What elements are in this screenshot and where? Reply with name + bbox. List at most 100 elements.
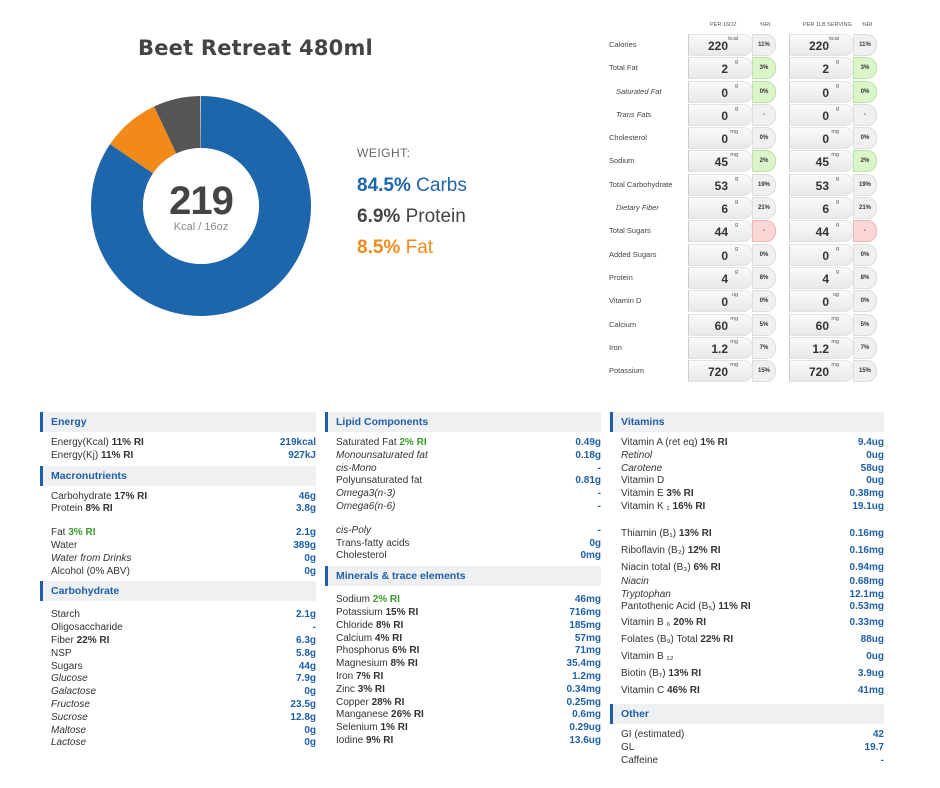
nutrient-amount: -: [597, 524, 601, 536]
nutrient-amount: 185mg: [569, 619, 601, 631]
nutrient-name: Tryptophan: [621, 589, 671, 600]
nutrient-amount: 0.49g: [575, 437, 601, 448]
nutrient-name: Thiamin (B₁) 13% RI: [621, 528, 712, 539]
ri-percent: 12% RI: [687, 544, 721, 556]
nutrient-name-text: Fructose: [51, 698, 90, 710]
ri-percent: 8% RI: [85, 503, 113, 515]
nutrient-value: 4: [721, 271, 728, 286]
nutrient-amount: -: [597, 500, 601, 512]
donut-hole: [143, 148, 259, 264]
nutrient-row: Fiber 22% RI 6.3g: [51, 635, 316, 648]
nutrient-name: cis-Mono: [336, 463, 377, 474]
nutrient-name-text: Sucrose: [51, 711, 88, 723]
legend-carbs: 84.5% Carbs: [357, 170, 467, 201]
nutrition-row: Total Carbohydrate 53 g 19% 53 g 19%: [606, 172, 906, 196]
nutrient-row: Carotene 58ug: [621, 463, 884, 476]
nutrient-unit: mg: [831, 338, 839, 345]
nutrient-name-text: Maltose: [51, 724, 87, 736]
nutrient-amount: 5.8g: [295, 647, 316, 659]
nutrient-name-text: GL: [621, 741, 635, 753]
nutrient-unit: mg: [730, 129, 738, 136]
nutrient-amount: 927kJ: [288, 449, 316, 461]
ri-percent: 16% RI: [672, 500, 706, 512]
value-cell-per1lb: 0 mg: [789, 127, 854, 150]
nutrient-value: 6: [721, 202, 728, 217]
nutrient-amount: 42: [872, 729, 884, 741]
nutrient-name: Phosphorus 6% RI: [336, 645, 419, 656]
ri-pill-per1lb: 11%: [853, 34, 877, 56]
value-cell-per16: 60 mg: [688, 313, 753, 336]
value-cell-per16: 0 g: [688, 80, 753, 103]
nutrient-row: Water 389g: [51, 540, 316, 553]
nutrient-row: Water from Drinks 0g: [51, 553, 316, 566]
nutrient-name: Zinc 3% RI: [336, 684, 385, 695]
section-header: Carbohydrate: [40, 581, 316, 602]
ri-percent: 6% RI: [693, 561, 721, 573]
ri-pill-per1lb: 5%: [853, 313, 877, 336]
nutrient-name: Calcium 4% RI: [336, 633, 402, 644]
nutrient-name-text: Trans-fatty acids: [336, 537, 410, 549]
header-per16: PER 16OZ: [710, 22, 737, 28]
ri-percent: 26% RI: [391, 709, 424, 721]
nutrient-name: Cholesterol: [336, 550, 387, 561]
nutrient-unit: g: [734, 105, 738, 112]
nutrient-row: Sodium 2% RI 46mg: [336, 594, 601, 607]
nutrient-name: GI (estimated): [621, 729, 684, 740]
nutrient-unit: mg: [730, 362, 738, 369]
nutrient-name: Vitamin B ₆ 20% RI: [621, 617, 706, 628]
nutrition-row: Potassium 720 mg 15% 720 mg 15%: [606, 358, 906, 383]
nutrient-amount: 2.1g: [295, 527, 316, 539]
nutrient-unit: mg: [730, 338, 738, 345]
nutrient-unit: mg: [831, 315, 839, 322]
nutrient-row: Starch 2.1g: [51, 609, 316, 622]
nutrient-name: Vitamin C 46% RI: [621, 685, 700, 696]
nutrient-unit: mg: [730, 315, 738, 322]
ri-percent: 2% RI: [372, 594, 400, 606]
nutrient-row: Chloride 8% RI 185mg: [336, 620, 601, 633]
nutrient-name: Sugars: [51, 661, 83, 672]
nutrient-row: Biotin (B₇) 13% RI 3.9ug: [621, 665, 884, 682]
nutrient-name-text: Sugars: [51, 660, 83, 672]
nutrient-name-text: Vitamin B ₆: [621, 617, 671, 629]
fat-label: Fat: [405, 237, 434, 258]
nutrient-name: Retinol: [621, 450, 652, 461]
nutrient-row: GI (estimated) 42: [621, 729, 884, 742]
nutrient-value: 720: [808, 365, 829, 380]
ri-pill-per1lb: 15%: [853, 360, 877, 383]
nutrient-name: Folates (B₉) Total 22% RI: [621, 634, 733, 645]
calorie-value: 219: [169, 179, 234, 223]
nutrient-amount: 6.3g: [295, 634, 316, 646]
nutrient-amount: 0.6mg: [572, 709, 601, 721]
nutrient-value: 45: [815, 155, 829, 170]
nutrient-row: Maltose 0g: [51, 725, 316, 738]
nutrient-name-text: Galactose: [51, 686, 97, 698]
header-ri-2: %RI: [862, 22, 873, 28]
ri-percent: 15% RI: [385, 606, 419, 618]
nutrient-unit: g: [835, 105, 839, 112]
nutrient-name: Vitamin A (ret eq) 1% RI: [621, 437, 728, 448]
carbs-label: Carbs: [416, 175, 467, 196]
nutrient-value: 6: [822, 202, 829, 217]
nutrient-name-text: Saturated Fat: [336, 437, 397, 448]
nutrient-name: Pantothenic Acid (B₅) 11% RI: [621, 601, 751, 612]
nutrient-value: 0: [822, 132, 829, 147]
ri-percent: 3% RI: [666, 488, 694, 500]
nutrient-name-text: Lactose: [51, 737, 87, 749]
nutrient-value: 0: [721, 132, 728, 147]
nutrient-unit: g: [734, 59, 738, 66]
nutrient-name-text: Zinc: [336, 683, 355, 695]
nutrient-name: Carotene: [621, 463, 662, 474]
spacer: [40, 601, 316, 609]
nutrient-unit: g: [734, 175, 738, 182]
nutrient-name-text: Carbohydrate: [51, 490, 112, 502]
nutrient-row: Iron 7% RI 1.2mg: [336, 671, 601, 684]
nutrient-name-text: Calcium: [336, 632, 373, 644]
nutrient-amount: 12.8g: [290, 711, 316, 723]
value-cell-per16: 2 g: [688, 57, 753, 80]
nutrient-row: Cholesterol 0mg: [336, 550, 601, 563]
nutrient-name: Alcohol (0% ABV): [51, 566, 130, 577]
ri-percent: 7% RI: [356, 670, 384, 682]
nutrient-amount: 0g: [589, 537, 601, 549]
nutrient-row: Protein 8% RI 3.8g: [51, 503, 316, 516]
nutrient-amount: 9.4ug: [857, 437, 884, 448]
